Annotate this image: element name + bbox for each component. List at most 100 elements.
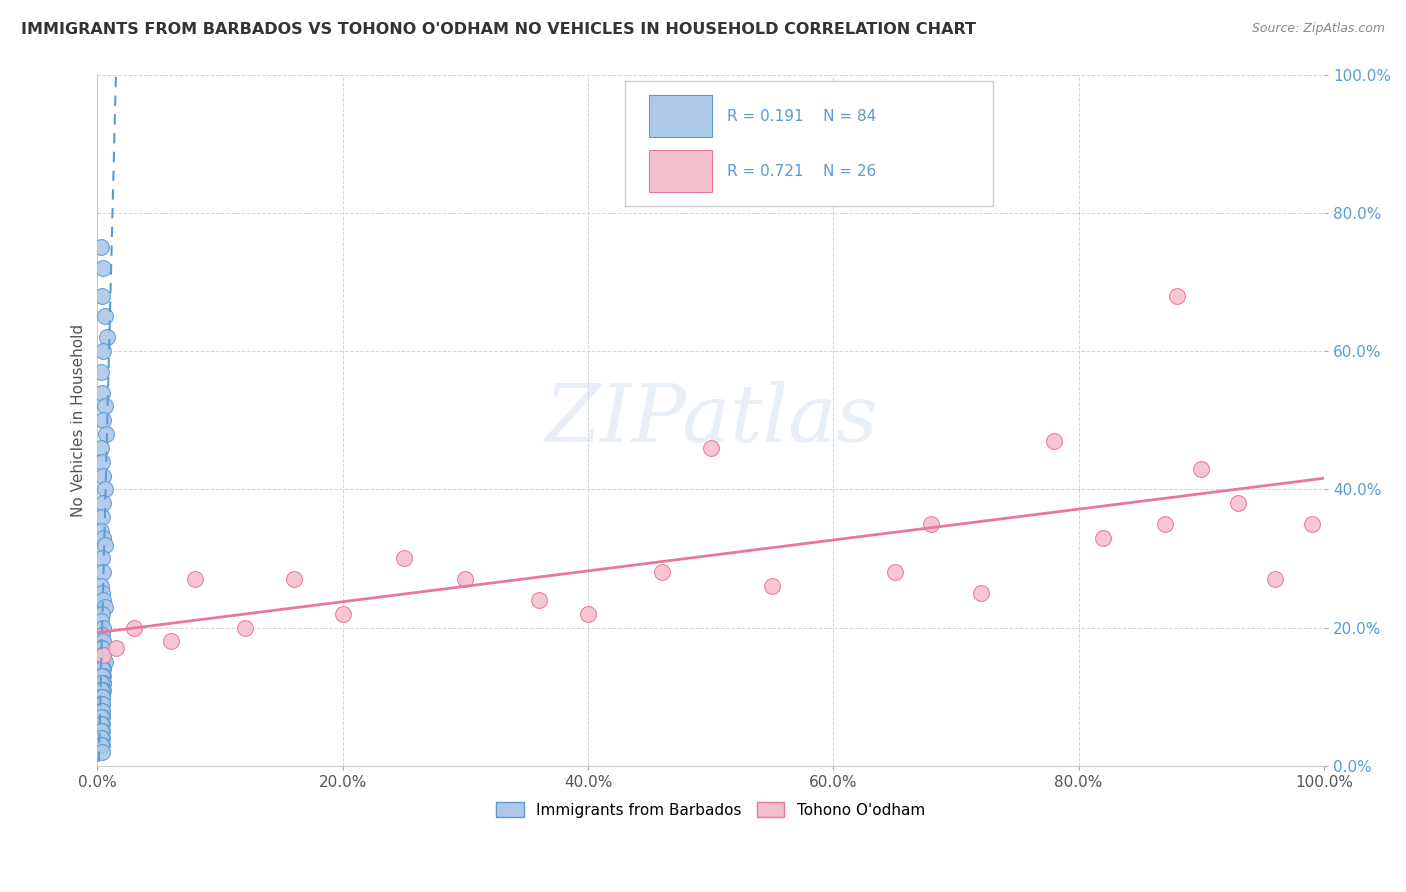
Point	[93, 676, 115, 690]
Point	[91, 655, 114, 669]
Point	[90, 579, 112, 593]
Point	[90, 682, 112, 697]
Point	[91, 710, 114, 724]
Point	[93, 483, 115, 497]
Point	[90, 710, 112, 724]
Point	[93, 593, 115, 607]
Point	[93, 566, 115, 580]
Point	[93, 344, 115, 359]
Point	[91, 510, 114, 524]
Point	[91, 669, 114, 683]
Point	[93, 310, 115, 324]
Point	[969, 586, 991, 600]
Point	[576, 607, 599, 621]
Point	[93, 662, 115, 676]
Point	[122, 621, 145, 635]
Point	[90, 731, 112, 746]
FancyBboxPatch shape	[624, 81, 993, 206]
Point	[91, 745, 114, 759]
Point	[93, 261, 115, 276]
Point	[91, 551, 114, 566]
Point	[90, 738, 112, 752]
Point	[1301, 516, 1323, 531]
Point	[1227, 496, 1250, 510]
Point	[90, 704, 112, 718]
Point	[90, 717, 112, 731]
Point	[94, 427, 117, 442]
Point	[93, 676, 115, 690]
Legend: Immigrants from Barbados, Tohono O'odham: Immigrants from Barbados, Tohono O'odham	[491, 796, 931, 824]
Point	[91, 641, 114, 656]
Point	[527, 593, 550, 607]
Point	[93, 413, 115, 427]
Point	[91, 704, 114, 718]
Point	[91, 724, 114, 739]
Point	[93, 538, 115, 552]
Point	[91, 676, 114, 690]
Point	[90, 704, 112, 718]
Point	[93, 648, 115, 663]
Point	[91, 662, 114, 676]
Point	[761, 579, 783, 593]
Point	[91, 682, 114, 697]
Text: ZIPatlas: ZIPatlas	[544, 382, 877, 459]
Point	[93, 655, 115, 669]
Point	[91, 607, 114, 621]
Point	[91, 586, 114, 600]
Point	[93, 621, 115, 635]
Point	[90, 655, 112, 669]
Point	[90, 614, 112, 628]
Point	[90, 240, 112, 254]
Point	[1092, 531, 1115, 545]
Point	[332, 607, 354, 621]
Point	[699, 441, 721, 455]
Point	[91, 690, 114, 704]
Point	[184, 572, 207, 586]
Point	[96, 330, 118, 344]
FancyBboxPatch shape	[650, 95, 711, 137]
Point	[90, 682, 112, 697]
Point	[93, 634, 115, 648]
Point	[90, 690, 112, 704]
Point	[90, 710, 112, 724]
Point	[90, 676, 112, 690]
Point	[93, 682, 115, 697]
Point	[651, 566, 673, 580]
Point	[91, 662, 114, 676]
Point	[90, 697, 112, 711]
Point	[90, 662, 112, 676]
Point	[91, 385, 114, 400]
Point	[91, 697, 114, 711]
Point	[1264, 572, 1286, 586]
Point	[90, 365, 112, 379]
Point	[93, 531, 115, 545]
Point	[91, 731, 114, 746]
Point	[90, 690, 112, 704]
Point	[93, 655, 115, 669]
Point	[93, 468, 115, 483]
Point	[1166, 289, 1188, 303]
Point	[91, 690, 114, 704]
Text: Source: ZipAtlas.com: Source: ZipAtlas.com	[1251, 22, 1385, 36]
Text: R = 0.721    N = 26: R = 0.721 N = 26	[727, 164, 876, 178]
Point	[91, 704, 114, 718]
FancyBboxPatch shape	[650, 150, 711, 193]
Point	[91, 717, 114, 731]
Point	[91, 738, 114, 752]
Point	[93, 400, 115, 414]
Point	[93, 655, 115, 669]
Point	[91, 455, 114, 469]
Y-axis label: No Vehicles in Household: No Vehicles in Household	[72, 324, 86, 516]
Point	[90, 524, 112, 538]
Text: IMMIGRANTS FROM BARBADOS VS TOHONO O'ODHAM NO VEHICLES IN HOUSEHOLD CORRELATION : IMMIGRANTS FROM BARBADOS VS TOHONO O'ODH…	[21, 22, 976, 37]
Point	[91, 697, 114, 711]
Point	[91, 648, 114, 663]
Point	[93, 496, 115, 510]
Point	[91, 682, 114, 697]
Point	[91, 690, 114, 704]
Point	[93, 599, 115, 614]
Point	[93, 648, 115, 663]
Point	[883, 566, 905, 580]
Point	[1043, 434, 1066, 448]
Point	[90, 697, 112, 711]
